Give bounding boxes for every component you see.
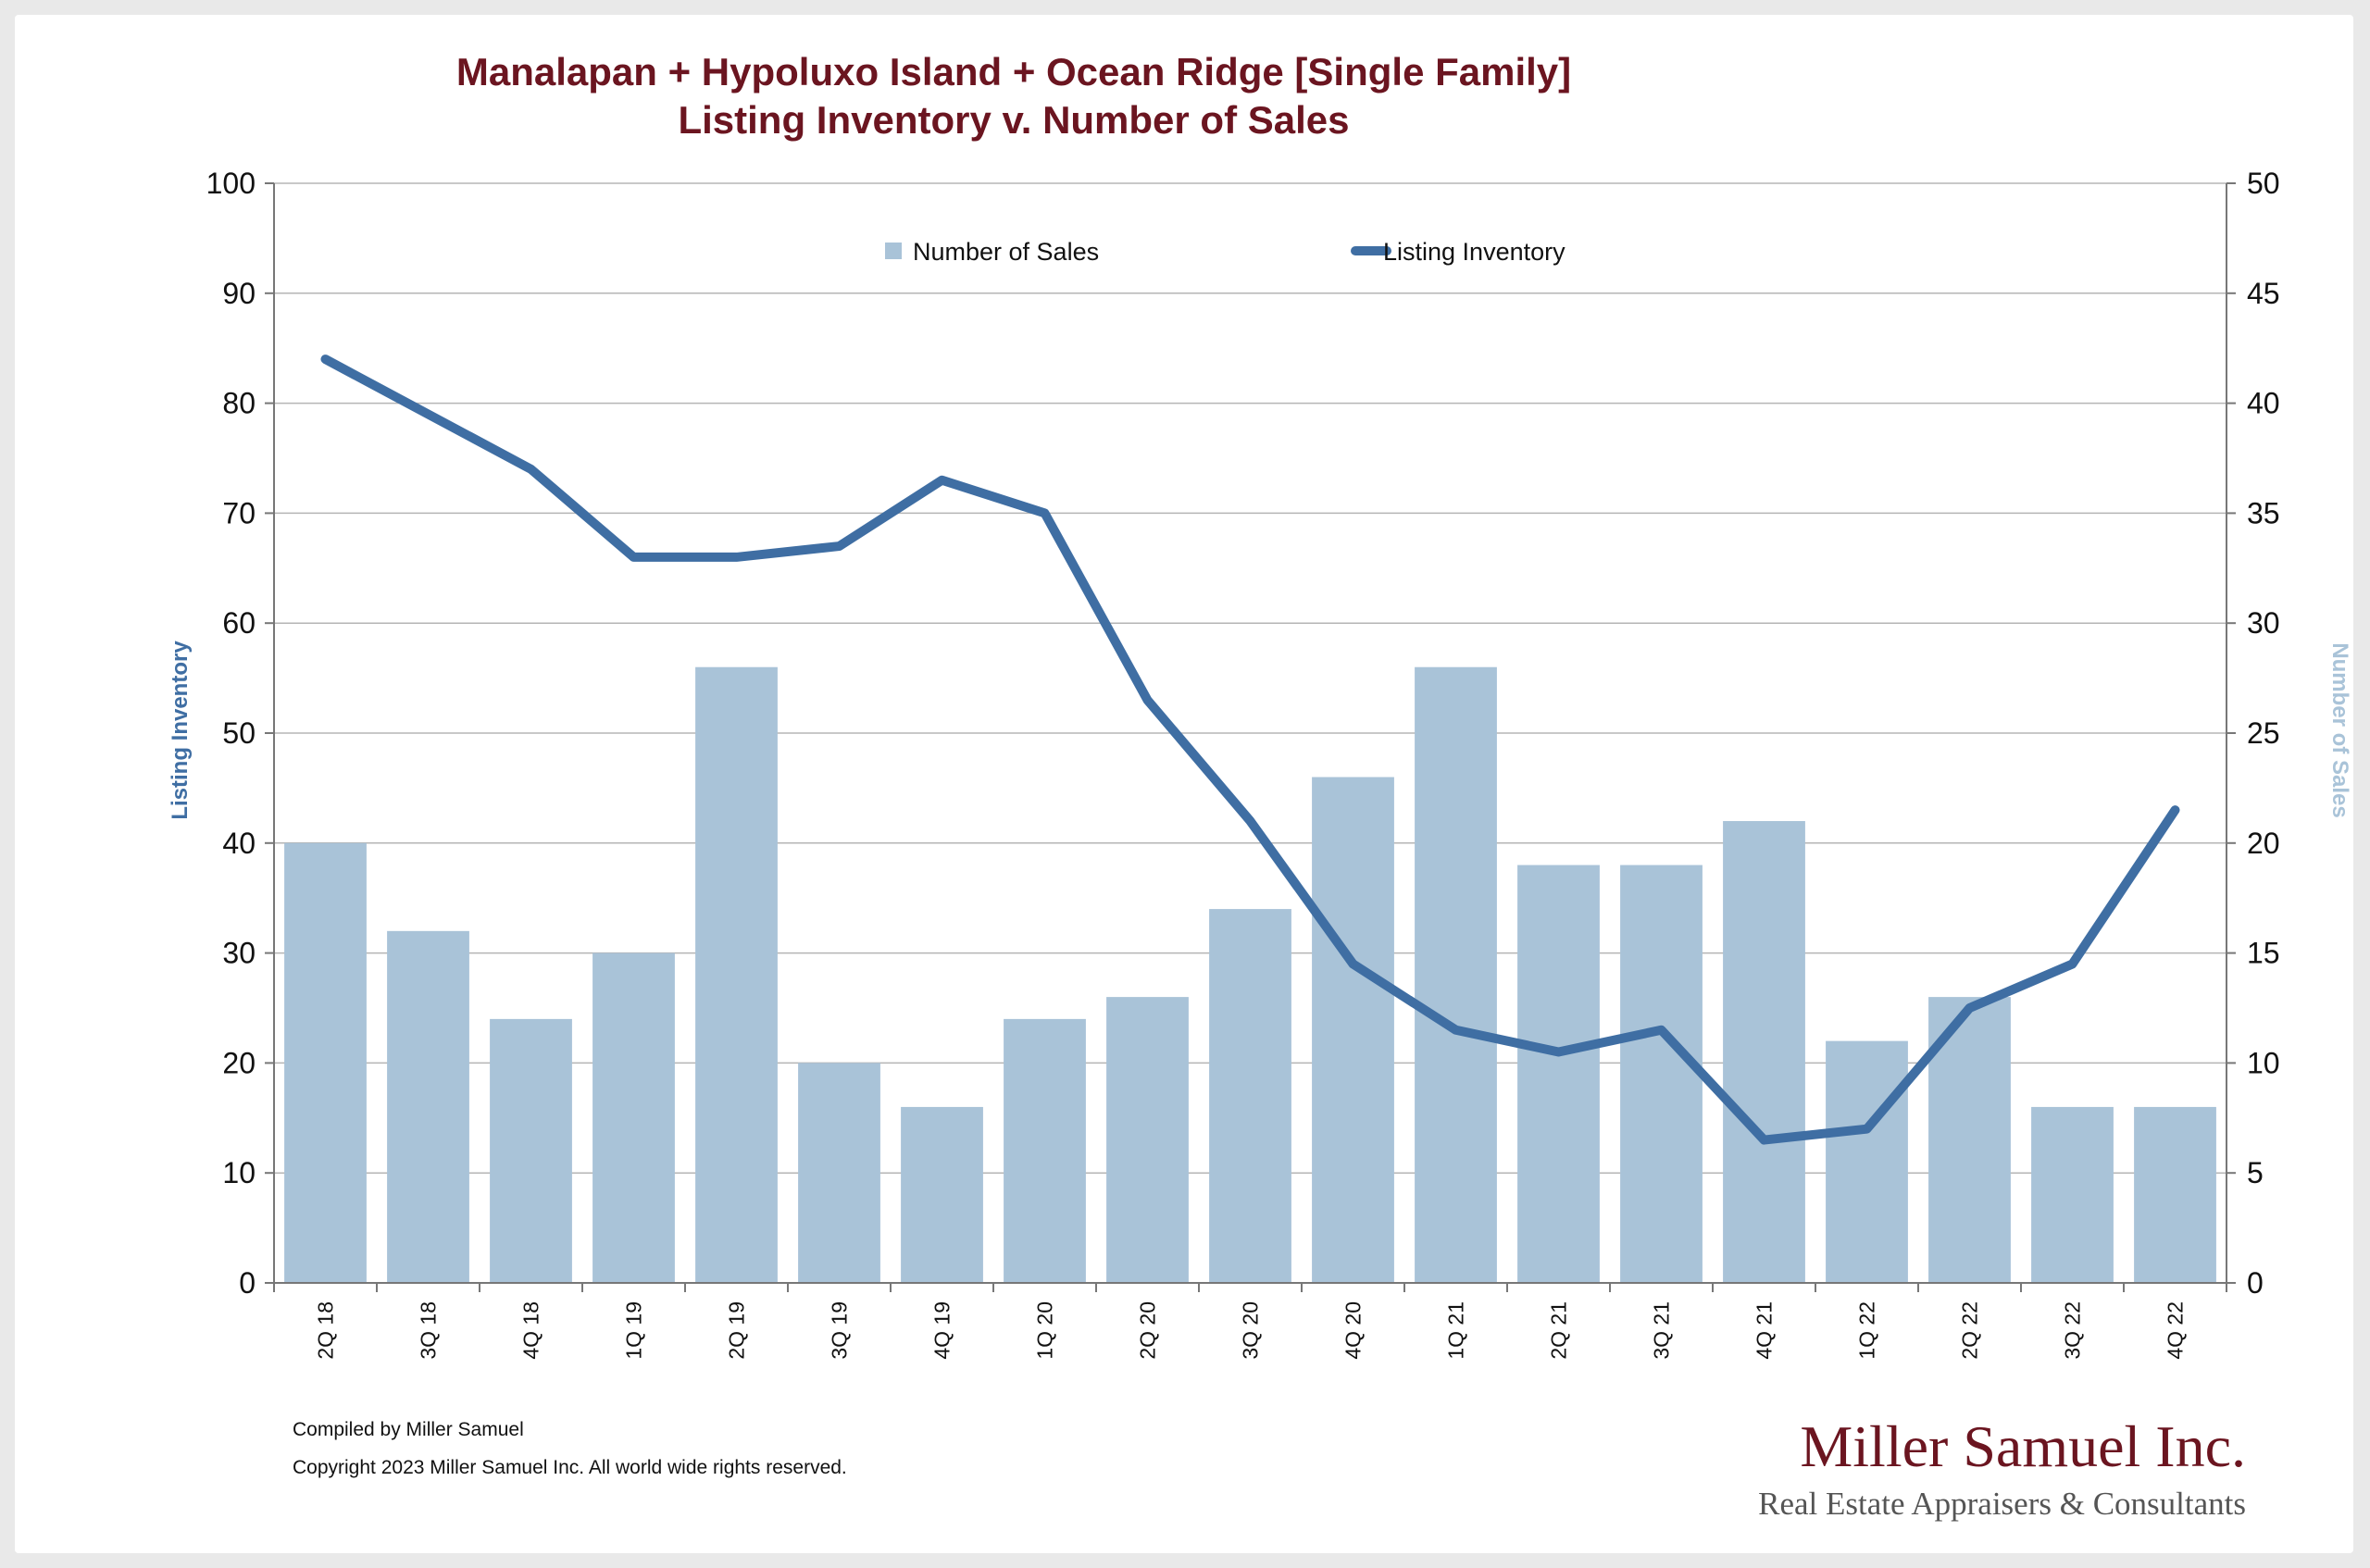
right-tick-label-10: 50 bbox=[2247, 167, 2280, 200]
right-axis-ticks: 0 5 10 15 20 25 30 35 40 45 50 bbox=[2227, 167, 2280, 1300]
left-tick-label-7: 70 bbox=[222, 496, 256, 529]
x-tick-label-8: 2Q 20 bbox=[1136, 1301, 1160, 1360]
sales-bar-10 bbox=[1312, 777, 1394, 1283]
sales-bar-0 bbox=[284, 842, 367, 1283]
inventory-point-16 bbox=[1969, 1007, 1970, 1009]
chart-title-line-2: Listing Inventory v. Number of Sales bbox=[678, 98, 1349, 142]
right-tick-label-8: 40 bbox=[2247, 387, 2280, 420]
inventory-point-2 bbox=[530, 468, 531, 470]
inventory-line-layer bbox=[320, 355, 2180, 1145]
inventory-point-8 bbox=[1147, 699, 1148, 701]
sales-bar-13 bbox=[1620, 865, 1703, 1283]
left-tick-label-1: 10 bbox=[222, 1156, 256, 1189]
left-tick-label-10: 100 bbox=[206, 167, 256, 200]
right-axis-title: Number of Sales bbox=[2327, 642, 2352, 817]
left-axis-title: Listing Inventory bbox=[168, 641, 193, 820]
inventory-point-1 bbox=[428, 413, 429, 415]
inventory-point-4 bbox=[736, 556, 737, 558]
x-tick-label-2: 4Q 18 bbox=[519, 1301, 543, 1360]
inventory-point-13 bbox=[1661, 1029, 1662, 1031]
x-tick-label-11: 1Q 21 bbox=[1444, 1301, 1468, 1360]
sales-bar-4 bbox=[695, 666, 778, 1283]
left-axis-ticks: 0 10 20 30 40 50 60 70 80 90 100 bbox=[206, 167, 274, 1300]
x-tick-label-17: 3Q 22 bbox=[2061, 1301, 2085, 1360]
x-tick-label-4: 2Q 19 bbox=[725, 1301, 749, 1360]
x-tick-label-9: 3Q 20 bbox=[1239, 1301, 1263, 1360]
right-tick-label-3: 15 bbox=[2247, 937, 2280, 970]
sales-bar-18 bbox=[2134, 1106, 2216, 1283]
inventory-point-3 bbox=[633, 556, 634, 558]
legend-sales-label: Number of Sales bbox=[913, 238, 1099, 266]
left-tick-label-6: 60 bbox=[222, 606, 256, 640]
left-tick-label-2: 20 bbox=[222, 1046, 256, 1079]
x-tick-label-13: 3Q 21 bbox=[1650, 1301, 1674, 1360]
sales-bar-11 bbox=[1415, 666, 1497, 1283]
x-axis-ticks: 2Q 18 3Q 18 4Q 18 1Q 19 2Q 19 3Q 19 4Q 19 1Q 20… bbox=[273, 1283, 2227, 1360]
inventory-point-0 bbox=[325, 358, 326, 360]
brand-tagline: Real Estate Appraisers & Consultants bbox=[1758, 1486, 2246, 1522]
x-tick-label-3: 1Q 19 bbox=[622, 1301, 646, 1360]
sales-bar-15 bbox=[1826, 1040, 1908, 1283]
sales-bars bbox=[284, 666, 2216, 1283]
left-tick-label-0: 0 bbox=[239, 1266, 256, 1300]
chart-card: Manalapan + Hypoluxo Island + Ocean Ridg… bbox=[15, 15, 2353, 1553]
legend-sales-swatch bbox=[885, 243, 902, 259]
sales-bar-7 bbox=[1004, 1018, 1086, 1283]
x-tick-label-7: 1Q 20 bbox=[1033, 1301, 1057, 1360]
right-tick-label-5: 25 bbox=[2247, 716, 2280, 750]
inventory-point-9 bbox=[1250, 820, 1251, 822]
sales-bar-5 bbox=[798, 1063, 880, 1283]
inventory-point-5 bbox=[839, 545, 840, 547]
x-tick-label-6: 4Q 19 bbox=[930, 1301, 954, 1360]
sales-bar-1 bbox=[387, 930, 469, 1283]
brand-name: Miller Samuel Inc. bbox=[1800, 1413, 2246, 1479]
x-tick-label-0: 2Q 18 bbox=[314, 1301, 338, 1360]
inventory-point-11 bbox=[1455, 1029, 1456, 1031]
right-tick-label-2: 10 bbox=[2247, 1046, 2280, 1079]
inventory-point-7 bbox=[1044, 512, 1045, 514]
sales-bar-6 bbox=[901, 1106, 983, 1283]
legend-inventory-label: Listing Inventory bbox=[1383, 238, 1565, 266]
x-tick-label-1: 3Q 18 bbox=[417, 1301, 441, 1360]
legend: Number of Sales Listing Inventory bbox=[885, 238, 1565, 266]
right-tick-label-7: 35 bbox=[2247, 496, 2280, 529]
x-tick-label-14: 4Q 21 bbox=[1753, 1301, 1777, 1360]
sales-bar-14 bbox=[1723, 821, 1805, 1283]
chart-title-line-1: Manalapan + Hypoluxo Island + Ocean Ridg… bbox=[456, 50, 1571, 93]
sales-bar-3 bbox=[592, 952, 675, 1283]
sales-bar-17 bbox=[2031, 1106, 2114, 1283]
inventory-point-15 bbox=[1866, 1128, 1867, 1130]
x-tick-label-15: 1Q 22 bbox=[1855, 1301, 1879, 1360]
x-tick-label-10: 4Q 20 bbox=[1341, 1301, 1366, 1360]
left-tick-label-8: 80 bbox=[222, 387, 256, 420]
right-tick-label-6: 30 bbox=[2247, 606, 2280, 640]
x-tick-label-16: 2Q 22 bbox=[1958, 1301, 1982, 1360]
brand-logo: Miller Samuel Inc. Real Estate Appraiser… bbox=[1758, 1413, 2246, 1522]
right-tick-label-0: 0 bbox=[2247, 1266, 2264, 1300]
x-tick-label-18: 4Q 22 bbox=[2164, 1301, 2188, 1360]
sales-bar-9 bbox=[1209, 909, 1291, 1283]
sales-bar-12 bbox=[1517, 865, 1600, 1283]
sales-bar-8 bbox=[1106, 997, 1189, 1283]
left-tick-label-5: 50 bbox=[222, 716, 256, 750]
right-tick-label-4: 20 bbox=[2247, 827, 2280, 860]
left-tick-label-3: 30 bbox=[222, 937, 256, 970]
chart: Manalapan + Hypoluxo Island + Ocean Ridg… bbox=[168, 50, 2352, 1522]
footer-copyright: Copyright 2023 Miller Samuel Inc. All wo… bbox=[293, 1457, 847, 1478]
right-tick-label-9: 45 bbox=[2247, 277, 2280, 310]
sales-bar-2 bbox=[490, 1018, 572, 1283]
left-tick-label-9: 90 bbox=[222, 277, 256, 310]
x-tick-label-12: 2Q 21 bbox=[1547, 1301, 1571, 1360]
footer-compiled: Compiled by Miller Samuel bbox=[293, 1419, 524, 1440]
x-tick-label-5: 3Q 19 bbox=[828, 1301, 852, 1360]
inventory-point-18 bbox=[2175, 809, 2176, 811]
inventory-point-14 bbox=[1764, 1139, 1765, 1141]
left-tick-label-4: 40 bbox=[222, 827, 256, 860]
right-tick-label-1: 5 bbox=[2247, 1156, 2264, 1189]
